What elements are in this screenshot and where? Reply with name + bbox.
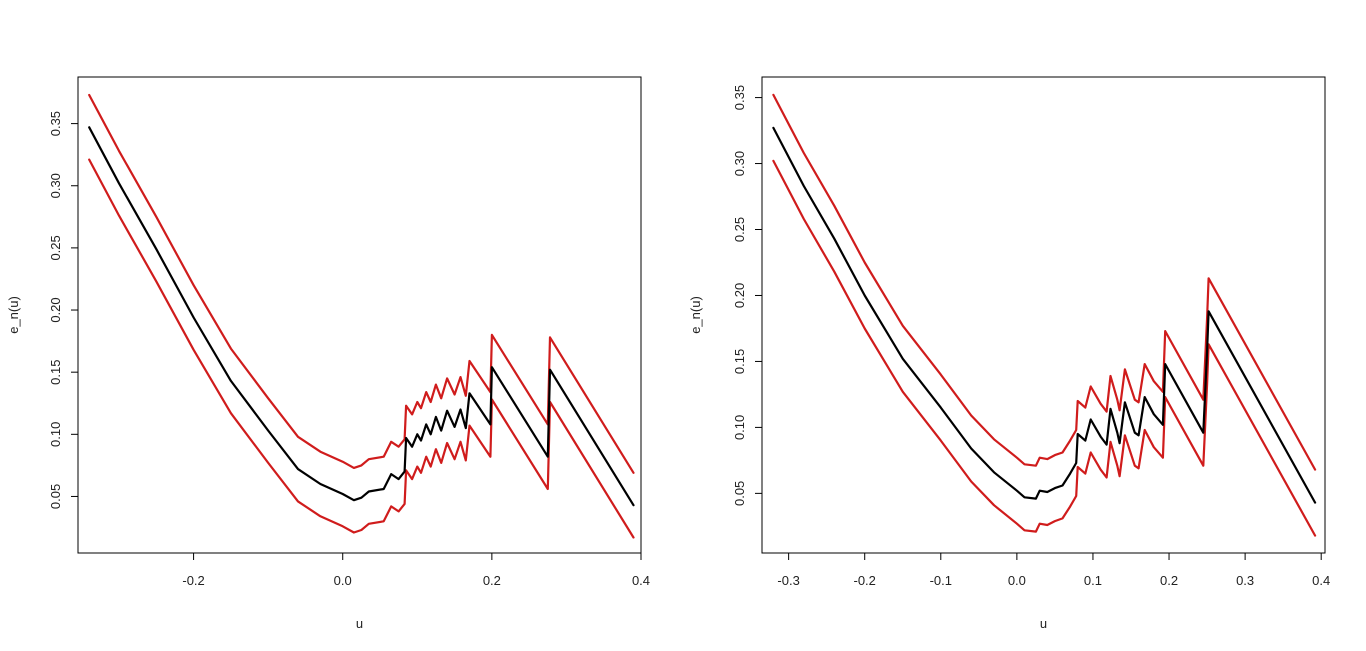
x-tick-label: 0.3 [1236,573,1254,588]
y-tick-label: 0.20 [48,297,63,322]
x-tick-label: 0.0 [334,573,352,588]
x-tick-label: 0.0 [1008,573,1026,588]
y-tick-label: 0.15 [732,349,747,374]
right-plot-panel: -0.3 -0.2 -0.1 0.0 0.1 0.2 0.3 0.4 0.05 0.10 0.15 0… [688,76,1330,631]
y-tick-label: 0.25 [48,235,63,260]
x-tick-label: -0.3 [777,573,799,588]
y-tick-label: 0.35 [732,85,747,110]
y-tick-label: 0.05 [732,481,747,506]
x-axis-title: u [1040,616,1047,631]
x-tick-label: 0.1 [1084,573,1102,588]
x-tick-label: -0.2 [854,573,876,588]
series-line-estimate [772,126,1317,504]
x-tick-label: 0.2 [483,573,501,588]
y-tick-label: 0.25 [732,217,747,242]
series-line-estimate [88,126,635,507]
y-tick-label: 0.20 [732,283,747,308]
y-tick-label: 0.10 [48,422,63,447]
y-tick-label: 0.30 [48,173,63,198]
plot-frame [761,76,1326,554]
x-axis-title: u [356,616,363,631]
y-tick-label: 0.10 [732,415,747,440]
x-tick-label: 0.4 [1312,573,1330,588]
y-tick-label: 0.30 [732,151,747,176]
x-tick-label: 0.2 [1160,573,1178,588]
plot-frame [77,76,642,554]
series-line-lower-band [772,159,1317,537]
series-line-lower-band [88,158,635,539]
y-axis-title: e_n(u) [6,296,21,334]
y-axis-title: e_n(u) [688,296,703,334]
left-plot-panel: -0.2 0.0 0.2 0.4 0.05 0.10 0.15 0.20 0.25 0.30 0.3… [6,76,650,631]
series-line-upper-band [772,93,1317,471]
series-line-upper-band [88,93,635,474]
x-tick-label: -0.1 [930,573,952,588]
y-tick-label: 0.05 [48,484,63,509]
y-tick-label: 0.35 [48,111,63,136]
x-tick-label: 0.4 [632,573,650,588]
x-tick-label: -0.2 [182,573,204,588]
y-tick-label: 0.15 [48,360,63,385]
